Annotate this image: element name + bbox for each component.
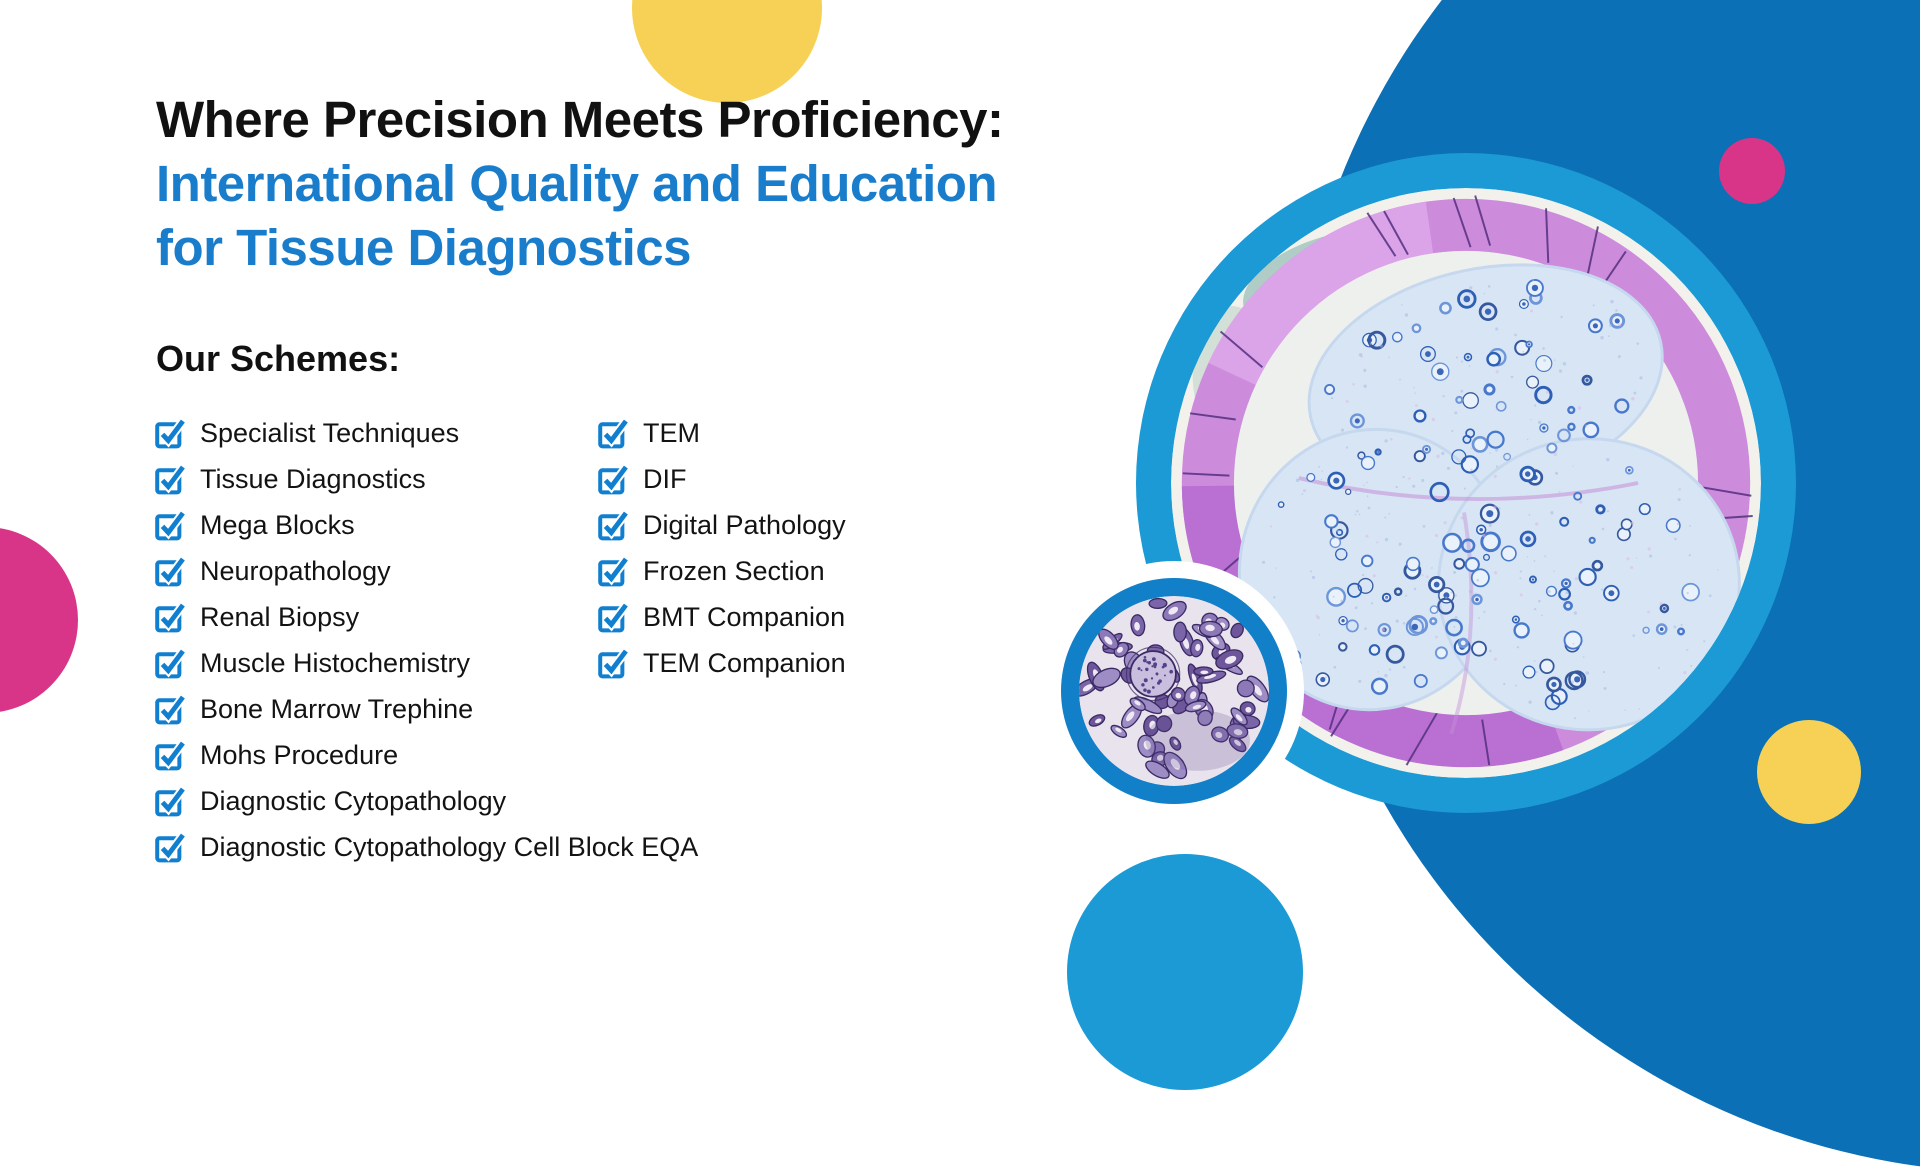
scheme-item-label: TEM Companion	[643, 647, 846, 678]
page-title: Where Precision Meets Proficiency: Inter…	[156, 88, 1196, 280]
checkbox-checked-icon	[155, 417, 187, 449]
scheme-item-label: Neuropathology	[200, 555, 391, 586]
checkbox-checked-icon	[598, 417, 630, 449]
scheme-item: Frozen Section	[598, 548, 846, 594]
checkbox-checked-icon	[155, 785, 187, 817]
scheme-item: DIF	[598, 456, 846, 502]
scheme-item-label: BMT Companion	[643, 601, 846, 632]
checkbox-checked-icon	[155, 509, 187, 541]
kidney-histology-illustration	[1079, 596, 1269, 786]
scheme-item: Digital Pathology	[598, 502, 846, 548]
checkbox-checked-icon	[155, 831, 187, 863]
scheme-item: Renal Biopsy	[155, 594, 698, 640]
scheme-item: Mega Blocks	[155, 502, 698, 548]
checkbox-checked-icon	[598, 601, 630, 633]
checkbox-checked-icon	[155, 463, 187, 495]
decor-circle-blue-bottom	[1067, 854, 1303, 1090]
checkbox-checked-icon	[598, 647, 630, 679]
checkbox-checked-icon	[155, 693, 187, 725]
checkbox-checked-icon	[598, 509, 630, 541]
scheme-item-label: Diagnostic Cytopathology Cell Block EQA	[200, 831, 699, 862]
title-line-2: International Quality and Education	[156, 155, 998, 212]
checkbox-checked-icon	[155, 601, 187, 633]
scheme-item-label: Specialist Techniques	[200, 417, 460, 448]
scheme-item-label: Mohs Procedure	[200, 739, 399, 770]
scheme-item: TEM	[598, 410, 846, 456]
title-line-3: for Tissue Diagnostics	[156, 219, 692, 276]
scheme-item: BMT Companion	[598, 594, 846, 640]
scheme-item-label: Diagnostic Cytopathology	[200, 785, 507, 816]
checkbox-checked-icon	[598, 463, 630, 495]
scheme-item-label: Digital Pathology	[643, 509, 846, 540]
scheme-item: Bone Marrow Trephine	[155, 686, 698, 732]
scheme-item: Muscle Histochemistry	[155, 640, 698, 686]
scheme-item: Specialist Techniques	[155, 410, 698, 456]
schemes-heading: Our Schemes:	[156, 338, 401, 379]
decor-circle-pink-left	[0, 527, 78, 713]
scheme-item-label: TEM	[643, 417, 700, 448]
checkbox-checked-icon	[155, 739, 187, 771]
checkbox-checked-icon	[155, 555, 187, 587]
decor-circle-yellow-dot	[1757, 720, 1861, 824]
scheme-item-label: Bone Marrow Trephine	[200, 693, 474, 724]
scheme-item-label: Mega Blocks	[200, 509, 355, 540]
checkbox-checked-icon	[155, 647, 187, 679]
scheme-item-label: DIF	[643, 463, 687, 494]
scheme-item-label: Muscle Histochemistry	[200, 647, 471, 678]
scheme-item: Diagnostic Cytopathology Cell Block EQA	[155, 824, 698, 870]
scheme-item-label: Frozen Section	[643, 555, 825, 586]
decor-circle-pink-dot	[1719, 138, 1785, 204]
schemes-column-1: Specialist Techniques Tissue Diagnostics M…	[155, 410, 698, 870]
checkbox-checked-icon	[598, 555, 630, 587]
scheme-item: Mohs Procedure	[155, 732, 698, 778]
title-line-1: Where Precision Meets Proficiency:	[156, 91, 1004, 148]
scheme-item: TEM Companion	[598, 640, 846, 686]
scheme-item: Diagnostic Cytopathology	[155, 778, 698, 824]
scheme-item-label: Tissue Diagnostics	[200, 463, 426, 494]
scheme-item: Tissue Diagnostics	[155, 456, 698, 502]
scheme-item: Neuropathology	[155, 548, 698, 594]
scheme-item-label: Renal Biopsy	[200, 601, 360, 632]
schemes-column-2: TEM DIF Digital Pathology Frozen Section BMT…	[598, 410, 846, 686]
renal-biopsy-histology-photo	[1079, 596, 1269, 786]
